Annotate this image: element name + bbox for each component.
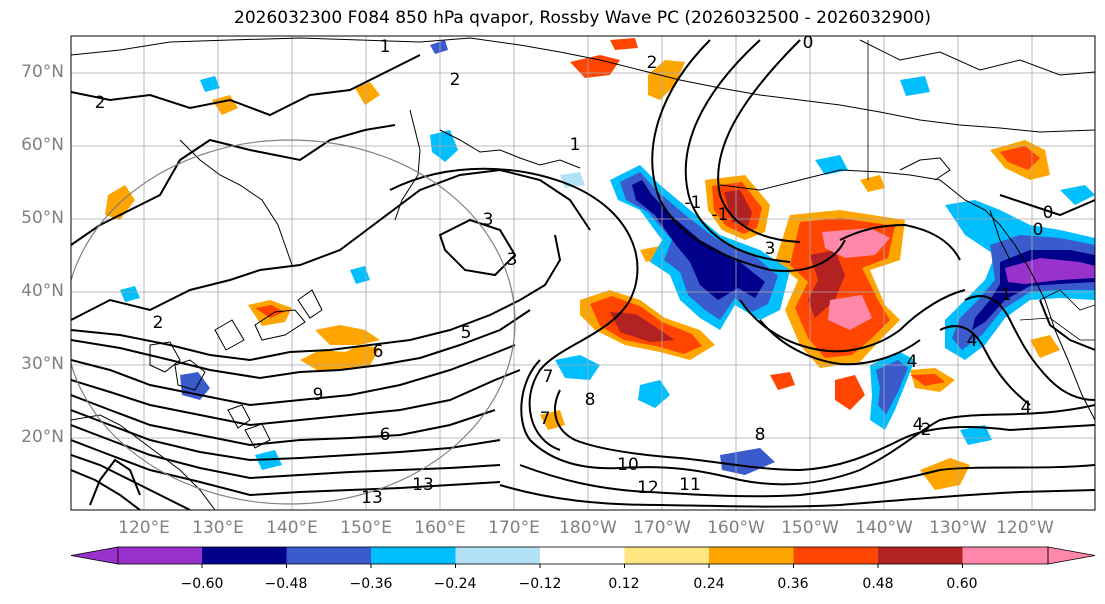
colorbar-tick-label: −0.12 xyxy=(518,576,562,592)
colorbar-swatch xyxy=(793,547,878,564)
qvapor-anomaly-fill xyxy=(105,38,1095,490)
lon-label-150e: 150°E xyxy=(340,518,392,538)
colorbar-tick-label: −0.48 xyxy=(264,576,308,592)
contour-label: 2 xyxy=(450,70,461,90)
colorbar-outline xyxy=(117,546,1049,565)
lon-label-150w: 150°W xyxy=(781,518,839,538)
contour-label: 0 xyxy=(1043,203,1054,223)
contour-label: 3 xyxy=(765,239,776,259)
contour-label: 2 xyxy=(95,93,106,113)
colorbar-tick-label: 0.24 xyxy=(693,576,725,592)
contour-label: 2 xyxy=(153,313,164,333)
lon-label-140e: 140°E xyxy=(266,518,318,538)
contour-label: 1 xyxy=(570,135,581,155)
lon-label-170w: 170°W xyxy=(633,518,691,538)
contour-label: 10 xyxy=(617,455,639,475)
highlight-ellipse xyxy=(71,139,516,505)
contour-label: 1 xyxy=(1001,285,1012,305)
coastlines xyxy=(71,37,1095,510)
lon-label-160w: 160°W xyxy=(707,518,765,538)
contour-label: 4 xyxy=(913,415,924,435)
contour-label: 6 xyxy=(373,342,384,362)
colorbar-swatch xyxy=(624,547,709,564)
contour-label: 7 xyxy=(543,367,554,387)
contour-label: -1 xyxy=(712,205,729,225)
contour-label: 5 xyxy=(461,323,472,343)
lon-label-130w: 130°W xyxy=(929,518,987,538)
colorbar-swatch xyxy=(202,547,287,564)
contour-label: 12 xyxy=(637,478,659,498)
contour-label: 3 xyxy=(483,210,494,230)
colorbar-swatch xyxy=(118,547,202,564)
lat-label-60n: 60°N xyxy=(21,135,64,155)
colorbar-swatch xyxy=(455,547,540,564)
contour-label: 9 xyxy=(313,385,324,405)
colorbar-tick-label: −0.36 xyxy=(349,576,393,592)
rossby-wave-contours xyxy=(71,39,1095,510)
lat-label-70n: 70°N xyxy=(21,62,64,82)
colorbar-tick-label: −0.24 xyxy=(433,576,477,592)
colorbar-tick-label: 0.12 xyxy=(608,576,640,592)
contour-label: 8 xyxy=(585,390,596,410)
contour-label: -1 xyxy=(685,193,702,213)
lon-label-160e: 160°E xyxy=(414,518,466,538)
graticule xyxy=(71,36,1095,510)
contour-label: 8 xyxy=(755,425,766,445)
colorbar-swatch xyxy=(709,547,794,564)
colorbar-swatch xyxy=(962,547,1048,564)
lat-label-30n: 30°N xyxy=(21,354,64,374)
colorbar-tick-label: −0.60 xyxy=(180,576,224,592)
lon-label-120w: 120°W xyxy=(996,518,1054,538)
contour-label: 1 xyxy=(380,37,391,57)
map-frame xyxy=(70,35,1096,511)
lat-label-20n: 20°N xyxy=(21,427,64,447)
lon-label-140w: 140°W xyxy=(855,518,913,538)
lon-label-130e: 130°E xyxy=(192,518,244,538)
contour-label: 11 xyxy=(679,475,701,495)
contour-label: 4 xyxy=(907,352,918,372)
contour-label: 2 xyxy=(921,420,932,440)
contour-label: 4 xyxy=(1021,398,1032,418)
lat-label-50n: 50°N xyxy=(21,208,64,228)
lat-label-40n: 40°N xyxy=(21,281,64,301)
lon-label-170e: 170°E xyxy=(488,518,540,538)
contour-label: 6 xyxy=(380,425,391,445)
contour-label: 13 xyxy=(361,488,383,508)
colorbar-swatch xyxy=(286,547,371,564)
lon-label-120e: 120°E xyxy=(118,518,170,538)
contour-label: 13 xyxy=(412,475,434,495)
colorbar-swatch xyxy=(540,547,625,564)
lon-label-180w: 180°W xyxy=(559,518,617,538)
contour-label: 3 xyxy=(507,250,518,270)
colorbar-tick-label: 0.36 xyxy=(777,576,809,592)
colorbar-tick-label: 0.60 xyxy=(946,576,978,592)
colorbar xyxy=(70,546,1096,568)
colorbar-tick-label: 0.48 xyxy=(862,576,894,592)
colorbar-swatch xyxy=(371,547,456,564)
contour-label: 7 xyxy=(540,409,551,429)
map-title: 2026032300 F084 850 hPa qvapor, Rossby W… xyxy=(234,8,931,28)
contour-label: 2 xyxy=(647,53,658,73)
contour-label: 4 xyxy=(967,331,978,351)
colorbar-arrow-max xyxy=(1047,546,1096,565)
colorbar-swatch xyxy=(878,547,963,564)
colorbar-arrow-min xyxy=(70,546,119,565)
contour-label: 0 xyxy=(1033,220,1044,240)
contour-label: 0 xyxy=(803,33,814,53)
